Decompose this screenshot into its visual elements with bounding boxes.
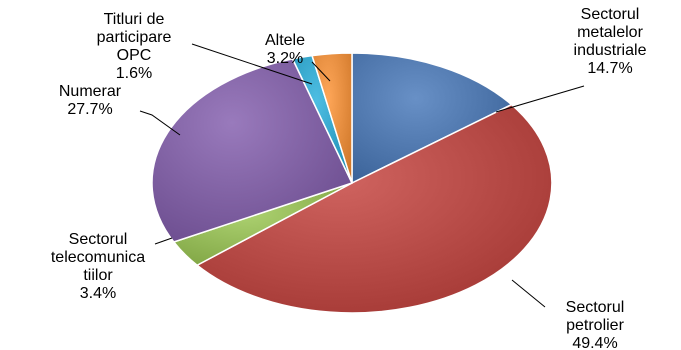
pie-slices — [151, 52, 553, 314]
slice-label-1: Sectorul petrolier 49.4% — [566, 299, 625, 350]
slice-labels: Sectorul metalelor industriale 14.7% Sectoru… — [51, 6, 647, 350]
leader-line-4 — [191, 43, 313, 85]
slice-label-2: Sectorul telecomunica tiilor 3.4% — [51, 231, 145, 302]
leader-line-1 — [511, 279, 546, 308]
pie-slice-5 — [311, 52, 353, 184]
pie-slice-1 — [195, 103, 553, 314]
leader-line-0 — [495, 85, 585, 113]
slice-label-0: Sectorul metalelor industriale 14.7% — [574, 6, 647, 77]
leader-lines — [139, 43, 585, 308]
pie-slice-3 — [151, 58, 354, 243]
pie-slice-0 — [351, 52, 513, 185]
leader-line-3 — [139, 110, 181, 136]
leader-line-5 — [311, 61, 331, 82]
slice-label-4: Titluri de participare OPC 1.6% — [97, 11, 172, 82]
slice-label-5: Altele 3.2% — [265, 32, 305, 67]
leader-line-2 — [154, 237, 173, 245]
slice-label-3: Numerar 27.7% — [59, 83, 122, 118]
